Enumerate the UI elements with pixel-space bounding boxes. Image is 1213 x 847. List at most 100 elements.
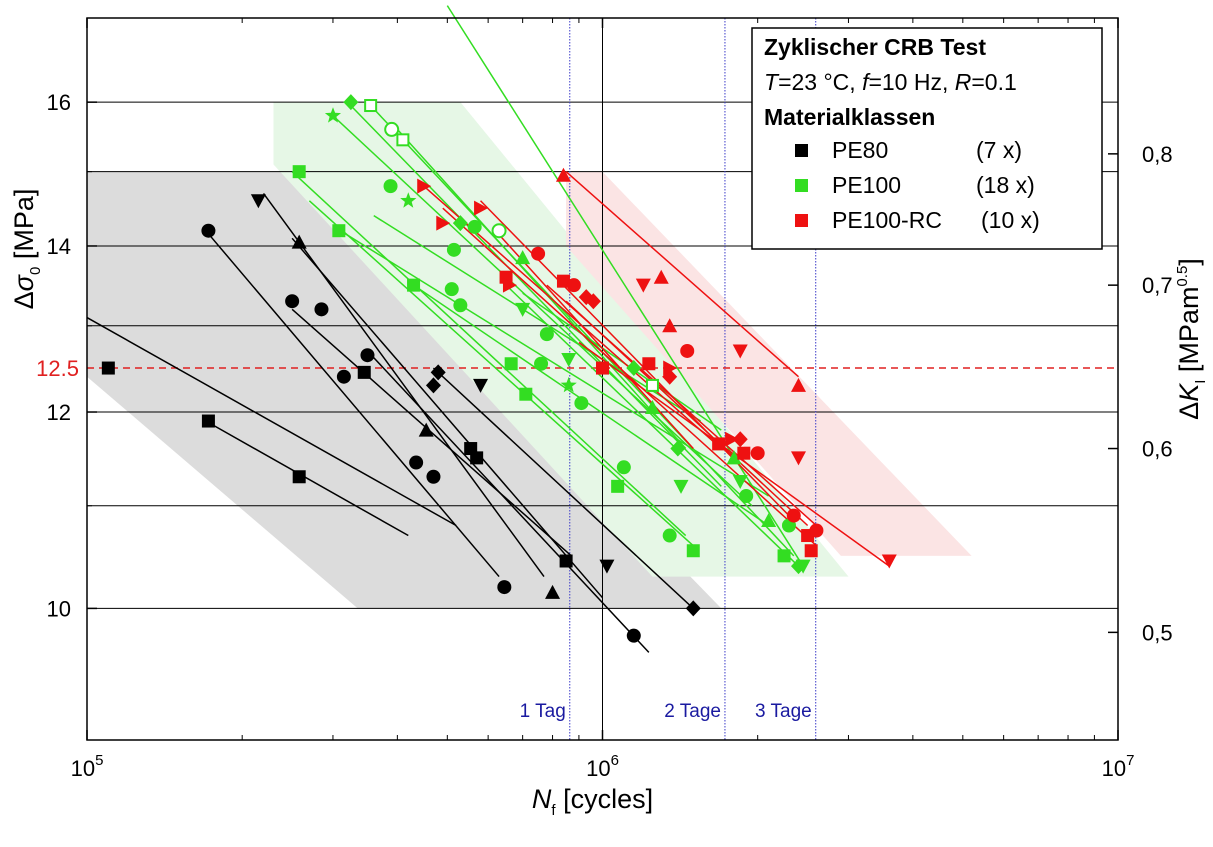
data-point-pe100 bbox=[324, 107, 341, 123]
data-point-pe80 bbox=[250, 194, 266, 209]
data-point-pe100 bbox=[611, 479, 625, 493]
legend-cond-f-val: =10 Hz, bbox=[868, 69, 954, 95]
data-point-pe80 bbox=[599, 559, 615, 574]
y-axis-subscript: 0 bbox=[27, 267, 44, 275]
x-axis-symbol: N bbox=[532, 784, 552, 814]
data-point-pe80 bbox=[497, 580, 512, 595]
data-point-pe100-rc bbox=[566, 278, 581, 293]
legend-box bbox=[751, 27, 1103, 250]
x-tick-base: 10 bbox=[586, 756, 610, 781]
trend-line-pe100 bbox=[308, 200, 694, 547]
data-point-pe100 bbox=[534, 356, 549, 371]
legend-name-pe80: PE80 bbox=[832, 137, 888, 163]
data-point-pe100 bbox=[732, 475, 748, 490]
x-tick-label: 106 bbox=[586, 752, 619, 781]
x-tick-base: 10 bbox=[1102, 756, 1126, 781]
data-point-pe100 bbox=[726, 450, 742, 465]
trend-line-pe80 bbox=[86, 316, 457, 527]
y-axis-symbol: σ bbox=[9, 273, 39, 291]
data-point-pe100 bbox=[539, 327, 554, 342]
data-point-pe100 bbox=[561, 352, 577, 367]
y2-axis-close: ] bbox=[1174, 258, 1204, 266]
y-tick-label: 14 bbox=[47, 234, 71, 259]
x-tick-label: 105 bbox=[71, 752, 104, 781]
data-point-pe80 bbox=[409, 455, 424, 470]
data-point-pe80 bbox=[314, 302, 329, 317]
data-point-pe80 bbox=[291, 234, 307, 249]
legend-title: Zyklischer CRB Test bbox=[764, 34, 986, 60]
y2-axis-symbol: K bbox=[1174, 383, 1204, 402]
data-point-pe80 bbox=[285, 294, 300, 309]
regression-lines bbox=[86, 5, 890, 653]
trend-line-pe100 bbox=[332, 115, 753, 507]
data-point-pe100 bbox=[686, 544, 700, 558]
legend-cond-t-val: =23 °C, bbox=[778, 69, 862, 95]
data-point-pe80 bbox=[292, 470, 306, 484]
data-point-pe100-rc bbox=[732, 431, 748, 448]
y-axis-delta: Δ bbox=[9, 291, 39, 309]
data-point-pe100 bbox=[739, 488, 754, 503]
y-tick-label: 12 bbox=[47, 400, 71, 425]
data-point-pe100 bbox=[446, 242, 461, 257]
data-point-pe80 bbox=[626, 628, 641, 643]
x-axis-subscript: f bbox=[551, 802, 556, 819]
y2-axis-title: ΔKI [MPam0.5] bbox=[1174, 258, 1209, 420]
trend-line-pe100-rc bbox=[494, 230, 694, 450]
y2-axis-delta: Δ bbox=[1174, 402, 1204, 420]
trend-line-pe100 bbox=[346, 101, 722, 487]
legend-cond-r-val: =0.1 bbox=[971, 69, 1016, 95]
data-point-pe100-rc bbox=[642, 357, 656, 371]
y-axis-unit: [MPa] bbox=[9, 189, 39, 267]
data-point-pe100-rc bbox=[596, 361, 609, 375]
data-point-pe100-rc bbox=[786, 508, 801, 523]
data-point-pe100 bbox=[400, 192, 417, 208]
x-tick-exp: 6 bbox=[611, 752, 619, 769]
x-tick-exp: 5 bbox=[95, 752, 103, 769]
trend-line-pe100 bbox=[396, 128, 687, 450]
legend-count-pe100: (18 x) bbox=[976, 172, 1035, 198]
data-point-pe80 bbox=[201, 414, 215, 428]
legend-cond-t: T bbox=[764, 69, 780, 95]
data-point-pe100-rc bbox=[556, 274, 570, 288]
data-point-pe100 bbox=[644, 400, 660, 415]
data-point-pe80 bbox=[545, 584, 561, 599]
data-point-pe100-rc bbox=[680, 343, 695, 358]
y-tick-label: 16 bbox=[47, 90, 71, 115]
x-axis-title: Nf [cycles] bbox=[532, 784, 653, 819]
reference-line: 12.5 bbox=[36, 356, 1118, 381]
data-point-pe80 bbox=[357, 365, 371, 379]
data-point-pe100 bbox=[444, 282, 459, 297]
y2-tick-label: 0,6 bbox=[1142, 437, 1173, 462]
data-point-pe100-rc bbox=[474, 200, 489, 216]
legend: Zyklischer CRB Test T=23 °C, f=10 Hz, R=0… bbox=[751, 27, 1103, 250]
legend-swatch-pe80 bbox=[795, 144, 808, 157]
data-point-pe100 bbox=[292, 165, 306, 179]
data-point-pe80 bbox=[425, 377, 441, 394]
trend-line-pe80 bbox=[205, 230, 500, 578]
x-tick-exp: 7 bbox=[1126, 752, 1134, 769]
trend-line-pe80 bbox=[432, 367, 694, 609]
data-point-pe100 bbox=[491, 223, 507, 239]
trend-line-pe100 bbox=[291, 171, 687, 537]
data-point-pe100-rc bbox=[436, 215, 451, 231]
data-points bbox=[101, 94, 897, 643]
data-point-pe100-rc bbox=[555, 167, 571, 182]
band-pe100-rc bbox=[566, 171, 972, 556]
data-point-pe100 bbox=[467, 219, 482, 234]
data-point-pe100-rc bbox=[499, 270, 513, 284]
y2-axis-superscript: 0.5 bbox=[1174, 266, 1191, 287]
trend-line-pe80 bbox=[262, 192, 545, 578]
data-point-pe100 bbox=[364, 99, 378, 113]
data-point-pe100 bbox=[504, 357, 518, 371]
data-point-pe100-rc bbox=[790, 377, 806, 392]
data-point-pe100-rc bbox=[737, 446, 751, 460]
data-point-pe100 bbox=[515, 250, 531, 265]
y2-axis-unit: [MPam bbox=[1174, 287, 1204, 380]
legend-count-pe80: (7 x) bbox=[976, 137, 1022, 163]
data-point-pe100 bbox=[662, 528, 677, 543]
trend-line-pe100 bbox=[446, 5, 804, 567]
trend-line-pe100 bbox=[413, 284, 770, 527]
trend-line-pe100 bbox=[339, 230, 769, 497]
data-point-pe100 bbox=[795, 559, 811, 574]
reference-line-label: 12.5 bbox=[36, 356, 79, 381]
